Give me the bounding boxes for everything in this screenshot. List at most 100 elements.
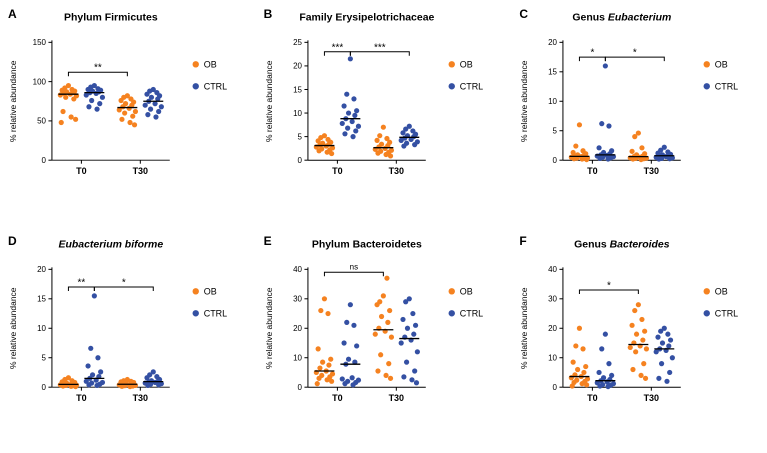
y-axis-label: % relative abundance <box>519 60 529 142</box>
data-point <box>629 322 635 328</box>
y-tick-label: 0 <box>297 382 302 391</box>
data-point <box>73 116 79 122</box>
data-point <box>345 110 351 116</box>
significance-bracket <box>323 271 384 276</box>
data-point <box>583 363 589 369</box>
data-point <box>353 342 359 349</box>
data-point <box>643 375 649 381</box>
data-point <box>659 360 665 366</box>
data-point <box>665 331 671 337</box>
data-point <box>88 345 94 351</box>
data-point <box>126 105 132 111</box>
data-point <box>599 121 605 127</box>
chart-title: Phylum Bacteroidetes <box>312 239 422 250</box>
data-point <box>403 359 409 365</box>
data-point <box>315 138 321 144</box>
x-tick-label: T0 <box>76 166 86 176</box>
data-point <box>632 307 638 313</box>
data-point <box>153 114 159 120</box>
data-point <box>89 371 96 377</box>
significance-label: *** <box>331 42 343 53</box>
data-point <box>85 362 91 369</box>
data-point <box>638 157 644 163</box>
y-tick-label: 50 <box>37 117 46 126</box>
ctrl-legend-dot <box>703 309 711 316</box>
data-point <box>147 106 154 112</box>
panel-E: E Phylum Bacteroidetes 0 10 20 30 40 % relativ… <box>256 227 512 453</box>
data-point <box>666 342 672 349</box>
data-point <box>388 334 394 340</box>
x-tick-label: T30 <box>133 166 148 176</box>
ctrl-legend-dot <box>703 83 711 90</box>
data-point <box>630 156 636 162</box>
panel-letter-D: D <box>8 233 17 248</box>
significance-label: ** <box>78 277 86 288</box>
data-point <box>97 101 103 107</box>
data-point <box>99 94 106 100</box>
data-point <box>130 113 136 119</box>
significance-label: *** <box>374 42 386 53</box>
data-point <box>150 368 156 374</box>
x-tick-label: T30 <box>133 393 148 403</box>
significance-bracket <box>579 288 640 294</box>
data-point <box>660 339 666 346</box>
y-tick-label: 15 <box>37 294 46 303</box>
data-point <box>383 151 389 158</box>
significance-label: * <box>122 277 126 288</box>
ctrl-legend-dot <box>448 309 455 316</box>
y-axis-label: % relative abundance <box>8 287 18 369</box>
data-point <box>352 128 359 134</box>
data-point <box>58 119 64 126</box>
series-ob-t30 <box>372 275 394 381</box>
significance-bracket <box>605 56 666 62</box>
y-tick-label: 5 <box>553 127 558 136</box>
y-tick-label: 0 <box>553 382 558 391</box>
data-point <box>411 367 417 374</box>
data-point <box>406 123 412 129</box>
data-point <box>341 103 347 109</box>
y-tick-label: 40 <box>293 265 302 274</box>
data-point <box>372 331 378 337</box>
data-point <box>148 94 155 100</box>
data-point <box>377 351 383 357</box>
data-point <box>640 336 646 343</box>
data-point <box>63 94 69 100</box>
significance-label: * <box>607 280 611 291</box>
y-tick-label: 10 <box>293 353 302 362</box>
data-point <box>571 156 577 162</box>
ctrl-legend-label: CTRL <box>715 81 738 91</box>
data-point <box>119 383 125 389</box>
data-point <box>644 345 650 351</box>
ob-legend-dot <box>192 61 199 68</box>
data-point <box>351 359 358 365</box>
data-point <box>662 325 668 331</box>
data-point <box>93 90 99 97</box>
data-point <box>156 381 162 387</box>
significance-bracket <box>93 286 154 291</box>
data-point <box>324 149 330 155</box>
series-ob-t0 <box>569 122 591 163</box>
data-point <box>408 136 414 143</box>
data-point <box>656 375 662 381</box>
data-point <box>156 108 162 115</box>
data-point <box>86 381 92 387</box>
data-point <box>662 144 668 150</box>
data-point <box>414 348 420 354</box>
ctrl-legend-label: CTRL <box>204 81 227 91</box>
y-axis-label: % relative abundance <box>519 287 529 369</box>
data-point <box>378 313 384 319</box>
series-ob-t30 <box>116 376 139 389</box>
data-point <box>89 97 95 104</box>
ctrl-legend-label: CTRL <box>715 308 738 318</box>
ob-legend-label: OB <box>204 59 217 69</box>
data-point <box>409 310 416 316</box>
chart-phylum-firmicutes: Phylum Firmicutes 0 50 100 150 % relative abu… <box>8 12 227 176</box>
panel-B: B Family Erysipelotrichaceae 0 5 10 15 20 25 % … <box>256 0 512 227</box>
data-point <box>374 137 380 143</box>
series-ctrl-t0 <box>339 301 361 387</box>
data-point <box>351 322 357 328</box>
ctrl-legend-dot <box>192 83 199 90</box>
data-point <box>606 123 612 129</box>
data-point <box>83 92 89 98</box>
